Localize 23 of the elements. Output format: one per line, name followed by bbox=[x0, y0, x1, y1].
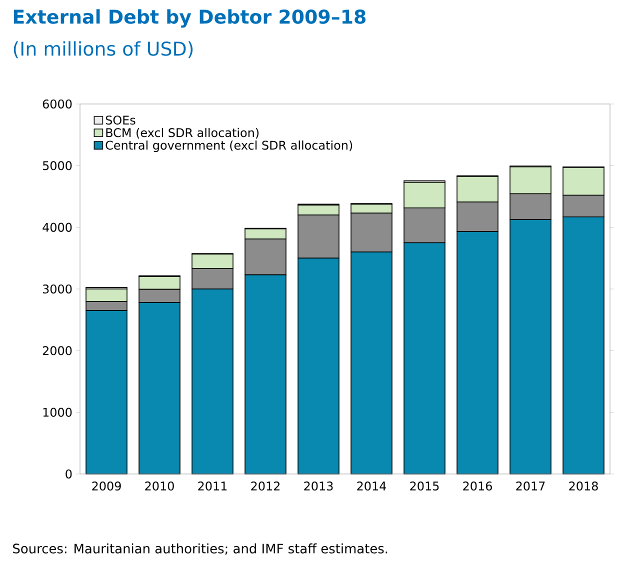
legend-label: BCM (excl SDR allocation) bbox=[106, 128, 259, 139]
x-tick-label: 2014 bbox=[357, 482, 386, 491]
legend-label: SOEs bbox=[106, 116, 136, 125]
x-tick-label: 2015 bbox=[410, 482, 439, 491]
x-tick-label: 2012 bbox=[251, 482, 280, 491]
source-note: Sources: Mauritanian authorities; and IMF staff estimates. bbox=[13, 543, 388, 555]
chart-subtitle: (In millions of USD) bbox=[14, 41, 193, 58]
x-tick-label: 2013 bbox=[304, 482, 333, 491]
x-tick-label: 2011 bbox=[198, 482, 227, 491]
x-tick-label: 2009 bbox=[92, 482, 121, 491]
y-tick-label: 5000 bbox=[42, 161, 72, 170]
y-tick-label: 3000 bbox=[42, 284, 72, 294]
y-tick-label: 6000 bbox=[42, 99, 72, 109]
x-tick-label: 2018 bbox=[569, 482, 598, 491]
x-tick-label: 2010 bbox=[145, 482, 174, 491]
y-tick-label: 2000 bbox=[42, 346, 72, 356]
chart-title: External Debt by Debtor 2009–18 bbox=[14, 9, 366, 28]
y-tick-label: 0 bbox=[66, 469, 72, 479]
y-tick-label: 4000 bbox=[42, 222, 72, 232]
y-tick-label: 1000 bbox=[43, 408, 72, 417]
x-tick-label: 2017 bbox=[516, 482, 545, 491]
legend-label: Central government (excl SDR allocation) bbox=[106, 140, 352, 152]
x-tick-label: 2016 bbox=[463, 482, 492, 491]
